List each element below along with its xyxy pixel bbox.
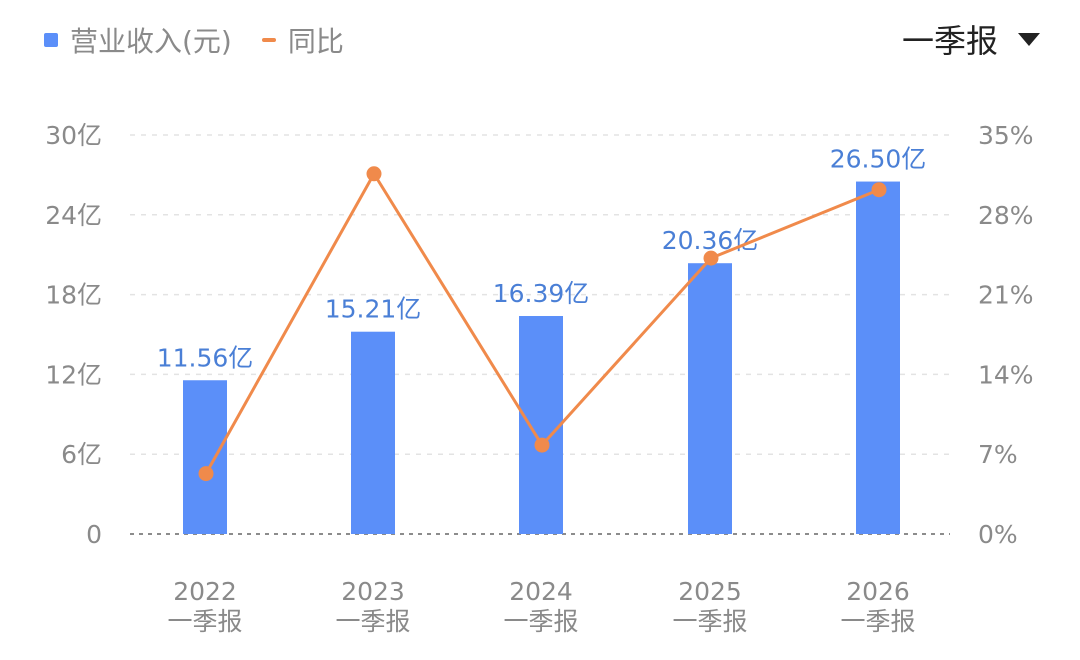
y-left-tick-label: 30亿: [45, 121, 102, 150]
legend-item-yoy: 同比: [261, 20, 344, 60]
x-tick-label-period: 一季报: [167, 607, 242, 636]
legend-item-revenue: 营业收入(元): [44, 20, 232, 60]
x-tick-label-year: 2024: [509, 577, 573, 606]
x-tick-label-period: 一季报: [503, 607, 578, 636]
revenue-bar: [351, 331, 395, 534]
y-left-tick-label: 6亿: [61, 440, 102, 469]
x-tick-label-year: 2025: [678, 577, 742, 606]
chart-legend: 营业收入(元) 同比: [44, 20, 344, 60]
bar-value-label: 15.21亿: [325, 295, 422, 324]
yoy-point: [534, 437, 550, 453]
period-selector-label: 一季报: [901, 22, 998, 60]
yoy-point: [871, 182, 887, 198]
bar-value-label: 16.39亿: [493, 279, 590, 308]
legend-label-yoy: 同比: [287, 25, 344, 58]
y-right-tick-label: 35%: [978, 121, 1034, 150]
period-selector[interactable]: 一季报: [902, 16, 1040, 62]
x-tick-label-period: 一季报: [840, 607, 915, 636]
revenue-bar: [183, 380, 227, 534]
y-right-tick-label: 28%: [978, 201, 1034, 230]
yoy-point: [198, 466, 214, 482]
legend-label-revenue: 营业收入(元): [70, 25, 232, 58]
revenue-bar: [856, 181, 900, 535]
x-tick-label-period: 一季报: [335, 607, 410, 636]
bar-value-label: 20.36亿: [662, 226, 759, 255]
yoy-point: [703, 250, 719, 266]
y-left-tick-label: 0: [86, 520, 102, 549]
y-left-tick-label: 18亿: [45, 281, 102, 310]
x-tick-label-year: 2022: [173, 577, 237, 606]
x-tick-label-year: 2023: [341, 577, 405, 606]
y-right-tick-label: 14%: [978, 360, 1034, 389]
y-right-tick-label: 21%: [978, 281, 1034, 310]
y-right-tick-label: 0%: [978, 520, 1018, 549]
y-right-tick-label: 7%: [978, 440, 1018, 469]
legend-bar-swatch: [44, 33, 58, 47]
y-left-tick-label: 12亿: [45, 360, 102, 389]
yoy-point: [366, 166, 382, 182]
dropdown-triangle-icon: [1018, 32, 1040, 46]
x-tick-label-year: 2026: [846, 577, 910, 606]
revenue-bar: [688, 263, 732, 534]
bar-value-label: 11.56亿: [157, 343, 254, 372]
legend-line-swatch: [261, 38, 276, 42]
bar-value-label: 26.50亿: [830, 145, 927, 174]
x-tick-label-period: 一季报: [672, 607, 747, 636]
revenue-bar: [519, 316, 563, 534]
y-left-tick-label: 24亿: [45, 201, 102, 230]
